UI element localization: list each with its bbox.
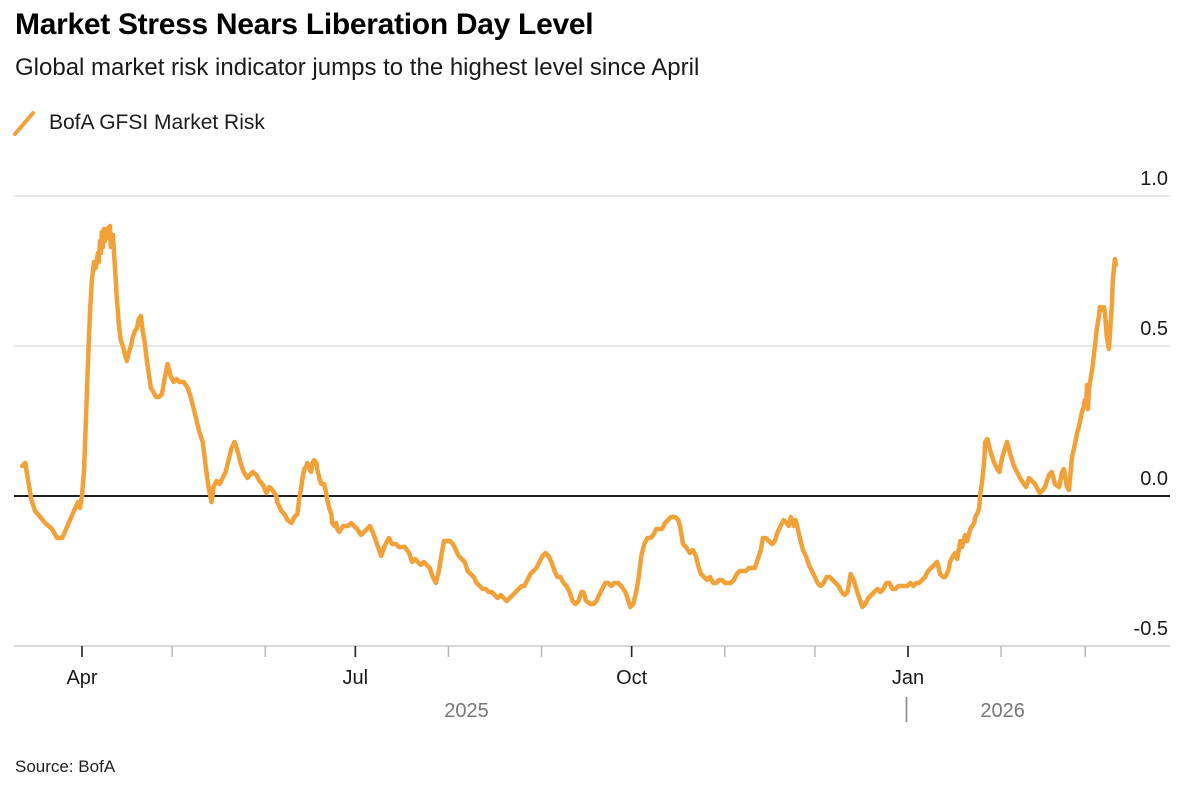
page-title: Market Stress Nears Liberation Day Level — [15, 8, 594, 41]
x-tick-label: Oct — [616, 667, 648, 689]
legend: BofA GFSI Market Risk — [13, 110, 265, 136]
y-tick-label: -0.5 — [1134, 618, 1168, 640]
x-tick-label: Jul — [343, 667, 369, 689]
year-label: 2025 — [444, 700, 489, 722]
x-tick-label: Jan — [892, 667, 924, 689]
x-tick-label: Apr — [66, 667, 97, 689]
y-tick-label: 1.0 — [1140, 168, 1168, 190]
y-tick-label: 0.5 — [1140, 318, 1168, 340]
legend-line-marker-icon — [13, 111, 35, 136]
source-note: Source: BofA — [15, 757, 116, 776]
y-tick-label: 0.0 — [1140, 468, 1168, 490]
data-line-bofa-gfsi — [19, 223, 1119, 610]
year-label: 2026 — [980, 700, 1025, 722]
legend-label: BofA GFSI Market Risk — [49, 111, 265, 134]
chart-subtitle: Global market risk indicator jumps to th… — [15, 54, 700, 81]
